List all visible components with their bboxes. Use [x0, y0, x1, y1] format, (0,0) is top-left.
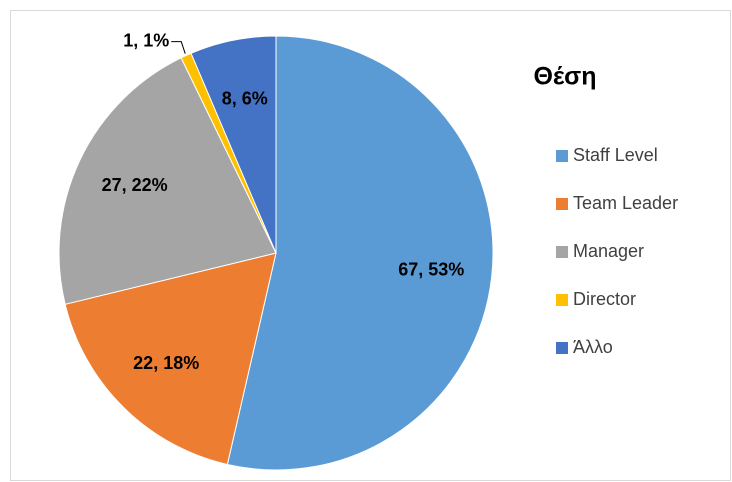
- legend-label: Team Leader: [573, 193, 678, 213]
- legend-label: Manager: [573, 241, 644, 261]
- pie-slice: [190, 35, 277, 254]
- legend-swatch: [556, 198, 568, 210]
- legend-swatch: [556, 150, 568, 162]
- data-label: 27, 22%: [102, 175, 168, 195]
- data-label: 8, 6%: [222, 89, 268, 109]
- leader-line: [171, 41, 186, 54]
- legend-swatch: [556, 246, 568, 258]
- data-label: 22, 18%: [133, 353, 199, 373]
- legend-label: Άλλο: [573, 337, 613, 357]
- legend-label: Staff Level: [573, 145, 658, 165]
- chart-title: Θέση: [533, 63, 596, 91]
- data-label: 1, 1%: [123, 30, 169, 50]
- legend-swatch: [556, 342, 568, 354]
- legend-swatch: [556, 294, 568, 306]
- pie-slice: [64, 252, 277, 466]
- data-label: 67, 53%: [398, 259, 464, 279]
- pie-slice: [58, 57, 277, 305]
- legend-label: Director: [573, 289, 636, 309]
- pie-slice: [226, 35, 494, 471]
